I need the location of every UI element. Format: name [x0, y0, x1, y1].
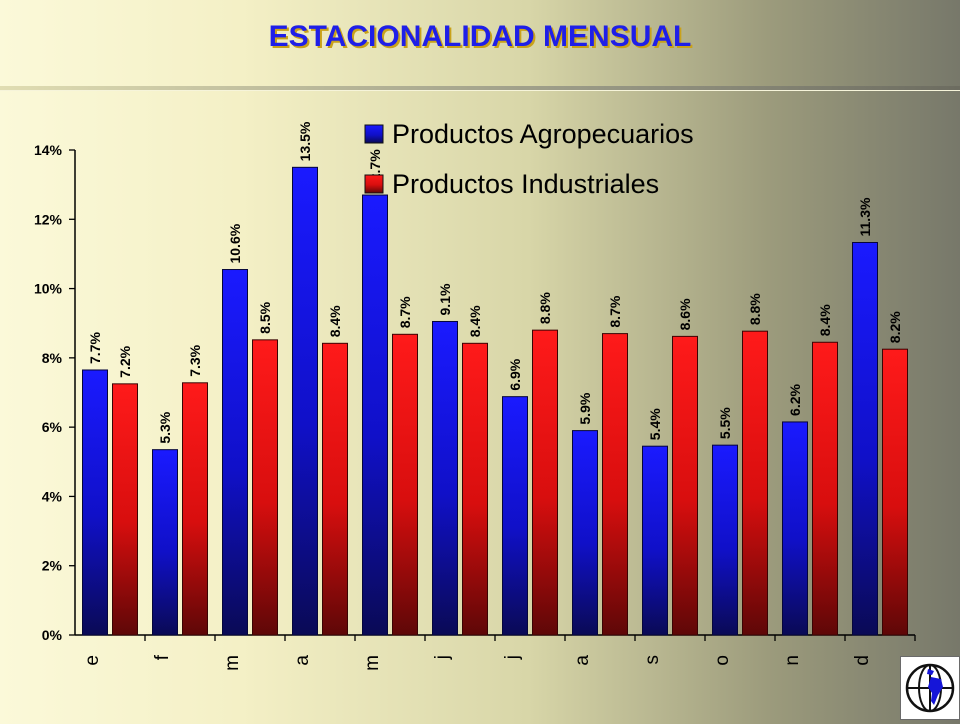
y-tick-label: 8%	[42, 350, 63, 366]
y-tick-label: 2%	[42, 558, 63, 574]
legend-swatch	[364, 124, 384, 144]
axes: 0% 2% 4% 6% 8% 10% 12% 14% e f m a m j j a s o n d	[34, 142, 916, 671]
bar	[152, 449, 178, 636]
bar	[852, 241, 878, 636]
x-category-label: e	[82, 655, 103, 666]
y-tick-label: 6%	[42, 419, 63, 435]
title-divider	[0, 86, 960, 90]
x-category-label: n	[782, 655, 803, 666]
x-category-label: o	[712, 655, 733, 666]
bar	[462, 342, 488, 636]
bar	[182, 382, 208, 636]
bar	[82, 369, 108, 636]
x-category-label: d	[852, 655, 873, 666]
bar-value-label: 8.6%	[677, 298, 693, 330]
bar	[672, 335, 698, 636]
x-category-label: j	[432, 655, 453, 660]
bar	[712, 444, 738, 636]
bar	[362, 194, 388, 636]
bar-value-label: 8.2%	[887, 311, 903, 343]
bar	[112, 383, 138, 636]
bar-value-label: 5.9%	[577, 392, 593, 424]
bar	[392, 333, 418, 636]
legend-swatch	[364, 174, 384, 194]
x-category-label: m	[222, 655, 243, 671]
chart-title: ESTACIONALIDAD MENSUAL	[268, 20, 692, 53]
legend-label: Productos Industriales	[392, 169, 659, 199]
y-tick-label: 10%	[34, 281, 63, 297]
x-category-label: a	[292, 655, 313, 666]
bar	[742, 330, 768, 636]
bar	[322, 342, 348, 636]
bar	[532, 329, 558, 636]
bar-value-label: 5.3%	[157, 411, 173, 443]
bar-value-label: 5.5%	[717, 407, 733, 439]
legend-label: Productos Agropecuarios	[392, 119, 694, 149]
x-category-label: a	[572, 655, 593, 666]
bar	[432, 320, 458, 636]
bar-value-label: 7.2%	[117, 345, 133, 377]
bar	[602, 333, 628, 636]
bar-value-label: 8.4%	[467, 305, 483, 337]
bar	[812, 341, 838, 636]
bar-value-label: 8.4%	[327, 305, 343, 337]
bar-value-label: 5.4%	[647, 408, 663, 440]
bar-value-label: 8.4%	[817, 304, 833, 336]
bar	[782, 421, 808, 636]
bar-value-label: 9.1%	[437, 283, 453, 315]
bar-value-label: 8.7%	[397, 296, 413, 328]
bar-value-label: 8.8%	[537, 292, 553, 324]
bar-value-label: 8.7%	[607, 295, 623, 327]
bar	[292, 166, 318, 636]
bar	[222, 269, 248, 636]
bar-value-label: 8.5%	[257, 301, 273, 333]
bar-value-label: 8.8%	[747, 293, 763, 325]
bar	[572, 430, 598, 636]
bar	[502, 396, 528, 636]
globe-logo-icon	[900, 656, 960, 720]
y-tick-label: 4%	[42, 488, 63, 504]
bar-value-label: 7.3%	[187, 344, 203, 376]
bar	[642, 445, 668, 636]
x-category-label: m	[362, 655, 383, 671]
y-tick-label: 14%	[34, 142, 63, 158]
legend: Productos Agropecuarios Productos Industr…	[364, 119, 694, 199]
bar-value-label: 6.9%	[507, 358, 523, 390]
bar	[252, 339, 278, 636]
x-category-label: j	[502, 655, 523, 660]
x-category-label: s	[642, 655, 663, 665]
bar	[882, 348, 908, 636]
bar-value-label: 11.3%	[857, 197, 873, 236]
bar-value-label: 13.5%	[297, 121, 313, 161]
bar-value-label: 10.6%	[227, 223, 243, 263]
bar-value-label: 6.2%	[787, 383, 803, 415]
x-category-label: f	[152, 654, 173, 660]
bar-value-label: 7.7%	[87, 332, 103, 364]
y-tick-label: 12%	[34, 211, 63, 227]
bars	[82, 166, 908, 636]
y-tick-label: 0%	[42, 627, 63, 643]
